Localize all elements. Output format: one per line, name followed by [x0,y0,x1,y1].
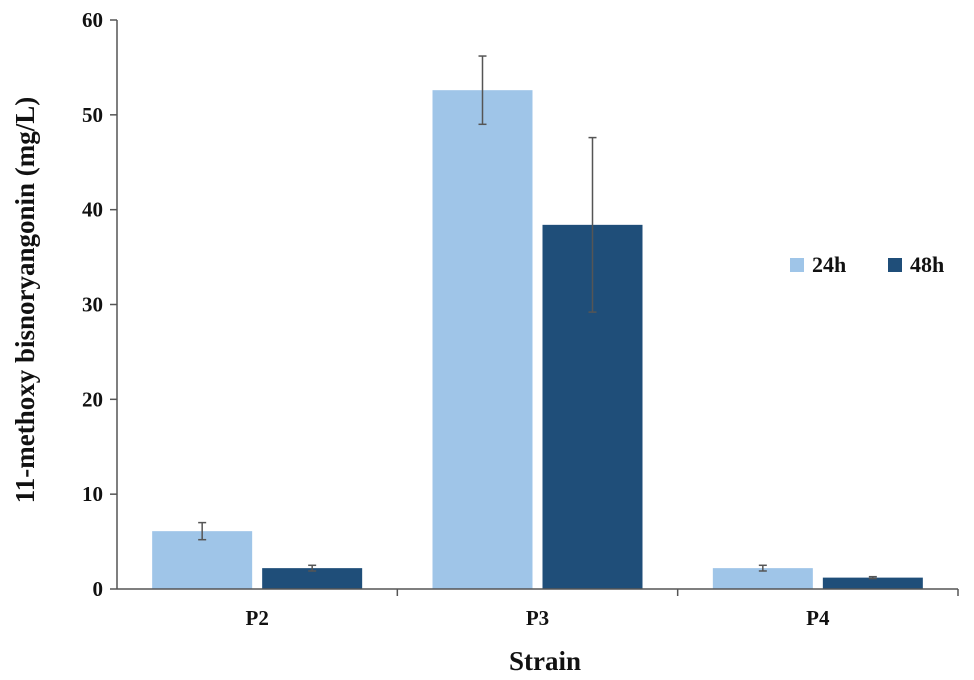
bar-24h-P2 [152,531,253,589]
y-tick-label: 20 [82,387,103,411]
y-axis-title: 11-methoxy bisnoryangonin (mg/L) [10,97,40,504]
x-axis-title: Strain [509,646,581,676]
x-tick-label: P3 [526,606,549,630]
bar-48h-P2 [262,568,363,589]
legend-swatch-48h [888,258,902,272]
y-tick-label: 0 [93,577,104,601]
y-tick-label: 30 [82,293,103,317]
x-axis: P2 P3 P4 [117,588,959,630]
y-tick-label: 40 [82,198,103,222]
y-tick-label: 50 [82,103,103,127]
bar-24h-P3 [432,90,533,589]
bar-48h-P4 [822,577,923,589]
legend-label-24h: 24h [812,252,846,277]
bars [152,90,923,589]
y-tick-label: 10 [82,482,103,506]
y-tick-label: 60 [82,8,103,32]
x-tick-label: P2 [246,606,269,630]
legend-swatch-24h [790,258,804,272]
legend: 24h 48h [790,252,944,277]
error-bars [198,55,877,580]
bar-24h-P4 [712,568,813,589]
x-tick-label: P4 [806,606,830,630]
y-axis: 0 10 20 30 40 50 60 [82,8,118,601]
legend-label-48h: 48h [910,252,944,277]
